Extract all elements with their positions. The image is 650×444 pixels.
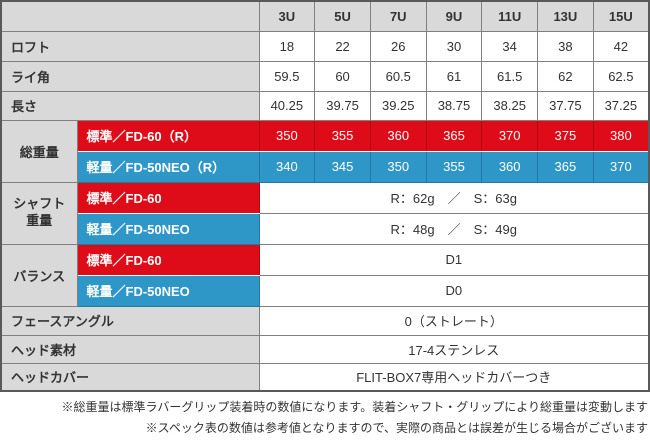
length-value: 39.25 <box>369 90 427 121</box>
loft-value: 18 <box>258 30 316 62</box>
loft-value: 34 <box>481 30 539 62</box>
loft-value: 26 <box>369 30 427 62</box>
length-value: 40.25 <box>258 90 316 121</box>
col-header-9u: 9U <box>425 0 483 32</box>
row-length: 長さ 40.25 39.75 39.25 38.75 38.25 37.75 3… <box>0 90 650 121</box>
total-weight-light-value: 365 <box>537 150 594 183</box>
loft-value: 38 <box>537 30 594 62</box>
row-label-head-cover: ヘッドカバー <box>0 362 260 392</box>
lie-value: 61.5 <box>481 60 539 92</box>
face-angle-value: 0（ストレート） <box>258 305 650 336</box>
row-loft: ロフト 18 22 26 30 34 38 42 <box>0 30 650 62</box>
sublabel-standard-shaft: 標準／FD-60 <box>76 181 260 214</box>
balance-standard-value: D1 <box>258 243 650 276</box>
footnote-disclaimer: ※スペック表の数値は参考値となりますので、実際の商品とは誤差が生じる場合がござい… <box>145 421 648 435</box>
head-material-value: 17-4ステンレス <box>258 334 650 364</box>
length-value: 38.25 <box>481 90 539 121</box>
length-value: 39.75 <box>314 90 371 121</box>
row-label-length: 長さ <box>0 90 260 121</box>
balance-light-value: D0 <box>258 274 650 307</box>
loft-value: 22 <box>314 30 371 62</box>
total-weight-standard-value: 360 <box>369 119 427 152</box>
sublabel-light-shaft: 軽量／FD-50NEO（R） <box>76 150 260 183</box>
row-shaft-weight-light: 軽量／FD-50NEO R：48g ／ S：49g <box>1 212 650 245</box>
row-head-material: ヘッド素材 17-4ステンレス <box>0 334 650 364</box>
sublabel-light-shaft: 軽量／FD-50NEO <box>76 274 260 307</box>
spec-table: 3U 5U 7U 9U 11U 13U 15U ロフト 18 22 26 30 … <box>0 0 650 392</box>
total-weight-light-value: 350 <box>369 150 427 183</box>
total-weight-light-value: 340 <box>258 150 316 183</box>
row-balance-light: 軽量／FD-50NEO D0 <box>1 274 650 307</box>
row-balance-standard: バランス 標準／FD-60 D1 <box>0 243 650 307</box>
footnotes: ※総重量は標準ラバーグリップ装着時の数値になります。装着シャフト・グリップにより… <box>0 392 648 439</box>
col-header-11u: 11U <box>481 0 539 32</box>
lie-value: 62.5 <box>592 60 650 92</box>
row-label-total-weight: 総重量 <box>0 119 78 183</box>
total-weight-standard-value: 365 <box>425 119 483 152</box>
lie-value: 60.5 <box>369 60 427 92</box>
footnote-total-weight: ※総重量は標準ラバーグリップ装着時の数値になります。装着シャフト・グリップにより… <box>61 400 648 414</box>
total-weight-standard-value: 355 <box>314 119 371 152</box>
row-total-weight-light: 軽量／FD-50NEO（R） 340 345 350 355 360 365 3… <box>1 150 650 183</box>
total-weight-light-value: 370 <box>592 150 650 183</box>
col-header-7u: 7U <box>369 0 427 32</box>
row-label-shaft-weight: シャフト 重量 <box>0 181 78 245</box>
header-row: 3U 5U 7U 9U 11U 13U 15U <box>0 0 650 32</box>
total-weight-light-value: 355 <box>425 150 483 183</box>
col-header-13u: 13U <box>537 0 594 32</box>
total-weight-light-value: 360 <box>481 150 539 183</box>
sublabel-standard-shaft: 標準／FD-60（R） <box>76 119 260 152</box>
total-weight-standard-value: 375 <box>537 119 594 152</box>
row-lie-angle: ライ角 59.5 60 60.5 61 61.5 62 62.5 <box>0 60 650 92</box>
row-shaft-weight-standard: シャフト 重量 標準／FD-60 R：62g ／ S：63g <box>0 181 650 245</box>
col-header-5u: 5U <box>314 0 371 32</box>
row-label-face-angle: フェースアングル <box>0 305 260 336</box>
total-weight-standard-value: 370 <box>481 119 539 152</box>
loft-value: 30 <box>425 30 483 62</box>
shaft-weight-light-value: R：48g ／ S：49g <box>258 212 650 245</box>
length-value: 38.75 <box>425 90 483 121</box>
lie-value: 62 <box>537 60 594 92</box>
lie-value: 59.5 <box>258 60 316 92</box>
row-label-balance: バランス <box>0 243 78 307</box>
total-weight-standard-value: 380 <box>592 119 650 152</box>
row-head-cover: ヘッドカバー FLIT-BOX7専用ヘッドカバーつき <box>0 362 650 392</box>
total-weight-standard-value: 350 <box>258 119 316 152</box>
lie-value: 60 <box>314 60 371 92</box>
lie-value: 61 <box>425 60 483 92</box>
length-value: 37.25 <box>592 90 650 121</box>
sublabel-light-shaft: 軽量／FD-50NEO <box>76 212 260 245</box>
sublabel-standard-shaft: 標準／FD-60 <box>76 243 260 276</box>
row-label-loft: ロフト <box>0 30 260 62</box>
col-header-15u: 15U <box>592 0 650 32</box>
row-label-lie-angle: ライ角 <box>0 60 260 92</box>
row-label-head-material: ヘッド素材 <box>0 334 260 364</box>
length-value: 37.75 <box>537 90 594 121</box>
col-header-3u: 3U <box>258 0 316 32</box>
row-total-weight-standard: 総重量 標準／FD-60（R） 350 355 360 365 370 375 … <box>0 119 650 183</box>
shaft-weight-standard-value: R：62g ／ S：63g <box>258 181 650 214</box>
total-weight-light-value: 345 <box>314 150 371 183</box>
loft-value: 42 <box>592 30 650 62</box>
corner-cell <box>0 0 260 32</box>
head-cover-value: FLIT-BOX7専用ヘッドカバーつき <box>258 362 650 392</box>
row-face-angle: フェースアングル 0（ストレート） <box>0 305 650 336</box>
